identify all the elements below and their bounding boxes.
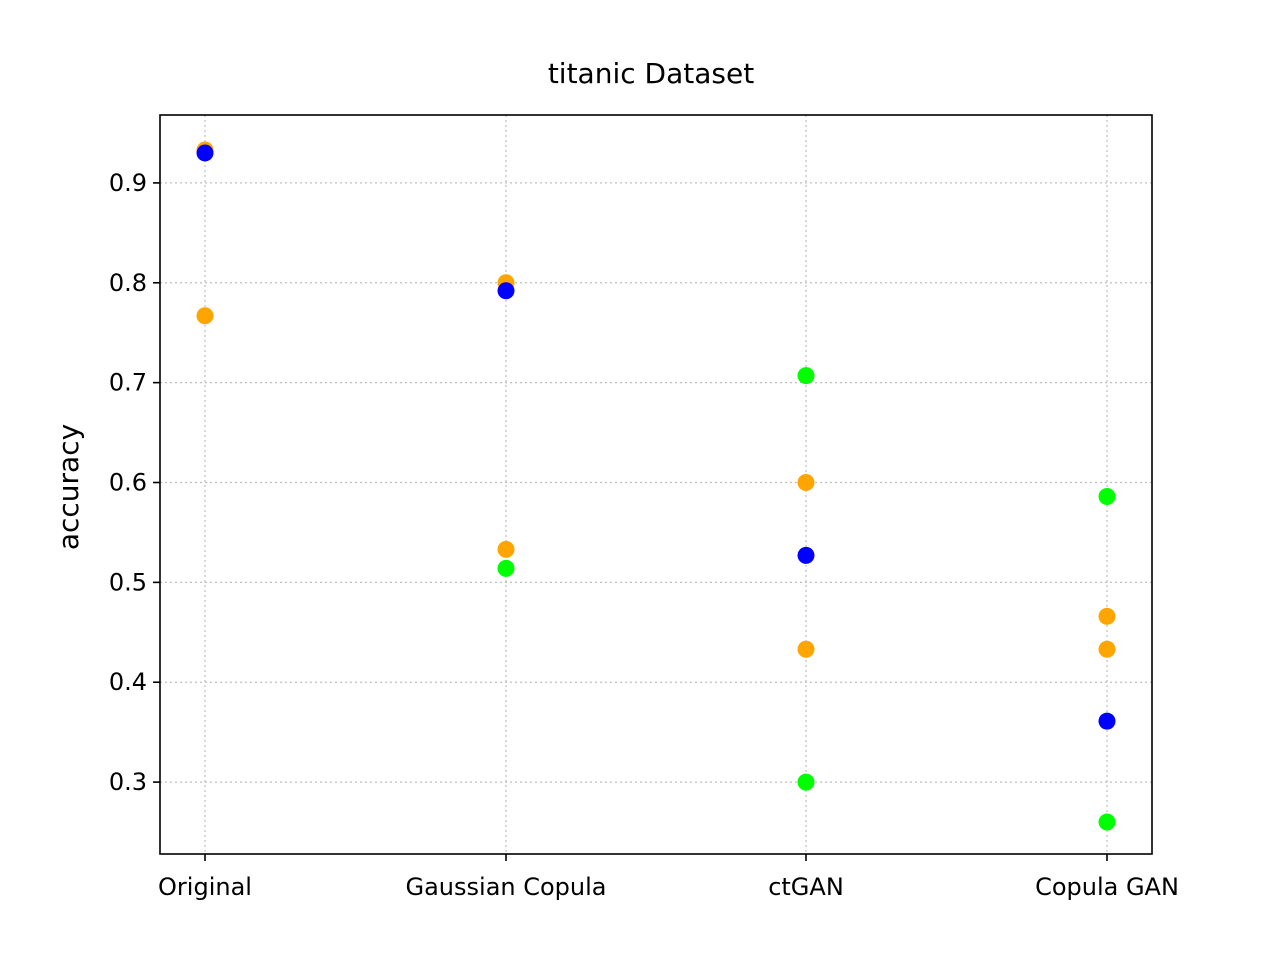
data-point-green — [797, 367, 815, 385]
grid-lines — [160, 115, 1152, 854]
data-point-green — [797, 773, 815, 791]
data-point-blue — [797, 546, 815, 564]
x-tick-label: Copula GAN — [1035, 873, 1179, 901]
x-tick-label: ctGAN — [768, 873, 844, 901]
y-tick-label: 0.6 — [109, 469, 147, 497]
data-point-blue — [196, 144, 214, 162]
data-point-blue — [1098, 712, 1116, 730]
axis-ticks: Original Gaussian Copula ctGAN Copula GAN 0.… — [109, 169, 1179, 901]
data-point-orange — [1098, 607, 1116, 625]
y-tick-label: 0.4 — [109, 668, 147, 696]
plot-frame — [159, 114, 1153, 855]
data-point-green — [1098, 487, 1116, 505]
data-points — [196, 141, 1116, 831]
data-point-orange — [797, 640, 815, 658]
data-point-orange — [497, 540, 515, 558]
y-tick-label: 0.5 — [109, 568, 147, 596]
data-point-orange — [797, 474, 815, 492]
y-tick-label: 0.3 — [109, 768, 147, 796]
data-point-blue — [497, 282, 515, 300]
y-tick-label: 0.9 — [109, 169, 147, 197]
x-tick-label: Original — [158, 873, 252, 901]
data-point-orange — [196, 307, 214, 325]
y-axis-label: accuracy — [52, 424, 85, 550]
y-tick-label: 0.7 — [109, 369, 147, 397]
y-tick-label: 0.8 — [109, 269, 147, 297]
data-point-orange — [1098, 640, 1116, 658]
chart-title: titanic Dataset — [548, 57, 754, 90]
data-point-green — [497, 559, 515, 577]
x-tick-label: Gaussian Copula — [406, 873, 607, 901]
data-point-green — [1098, 813, 1116, 831]
